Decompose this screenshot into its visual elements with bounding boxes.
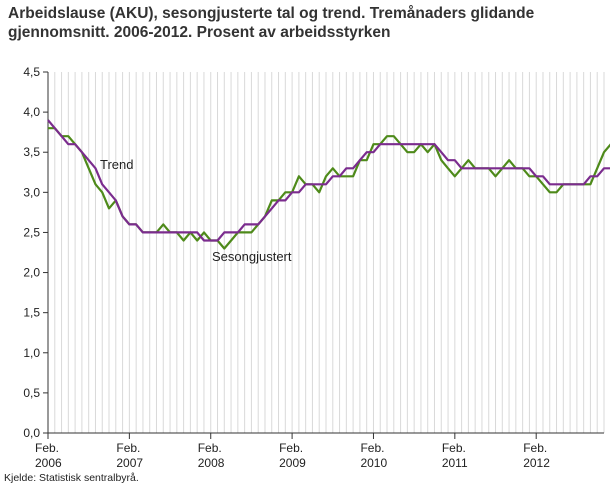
- x-tick-label: Feb. 2011: [442, 441, 468, 470]
- source-note: Kjelde: Statistisk sentralbyrå.: [4, 472, 139, 484]
- horizontal-grid: [43, 71, 48, 434]
- x-tick-label: Feb. 2010: [360, 441, 387, 470]
- y-tick-label: 2,5: [23, 225, 40, 239]
- series-line-sesongjustert: [48, 127, 610, 250]
- y-tick-label: 0,5: [23, 386, 40, 400]
- x-tick-label: Feb. 2009: [279, 441, 306, 470]
- y-axis-tick-labels: 0,0 0,5 1,0 1,5 2,0 2,5 3,0 3,5 4,0 4,5: [23, 65, 40, 440]
- y-tick-label: 1,0: [23, 346, 40, 360]
- y-tick-label: 3,0: [23, 185, 40, 199]
- x-tick-label: Feb. 2007: [116, 441, 143, 470]
- vertical-grid: [54, 72, 605, 433]
- x-axis-tick-labels: Feb. 2006 Feb. 2007 Feb. 2008 Feb. 2009 Feb. 2010…: [35, 441, 550, 470]
- y-tick-label: 4,0: [23, 105, 40, 119]
- axes: [47, 72, 604, 439]
- series-annotation: Sesongjustert: [212, 249, 292, 264]
- series-line-trend: [47, 119, 610, 242]
- series-annotations: Trend Sesongjustert: [100, 157, 292, 264]
- y-tick-label: 1,5: [23, 306, 40, 320]
- chart-title: Arbeidslause (AKU), sesongjusterte tal o…: [8, 5, 535, 41]
- y-tick-label: 4,5: [23, 65, 40, 79]
- series-annotation: Trend: [100, 157, 133, 172]
- x-tick-label: Feb. 2012: [523, 441, 550, 470]
- y-tick-label: 0,0: [23, 426, 40, 440]
- x-tick-label: Feb. 2006: [35, 441, 62, 470]
- y-tick-label: 2,0: [23, 266, 40, 280]
- y-tick-label: 3,5: [23, 145, 40, 159]
- series-lines: [47, 119, 610, 250]
- x-tick-label: Feb. 2008: [198, 441, 225, 470]
